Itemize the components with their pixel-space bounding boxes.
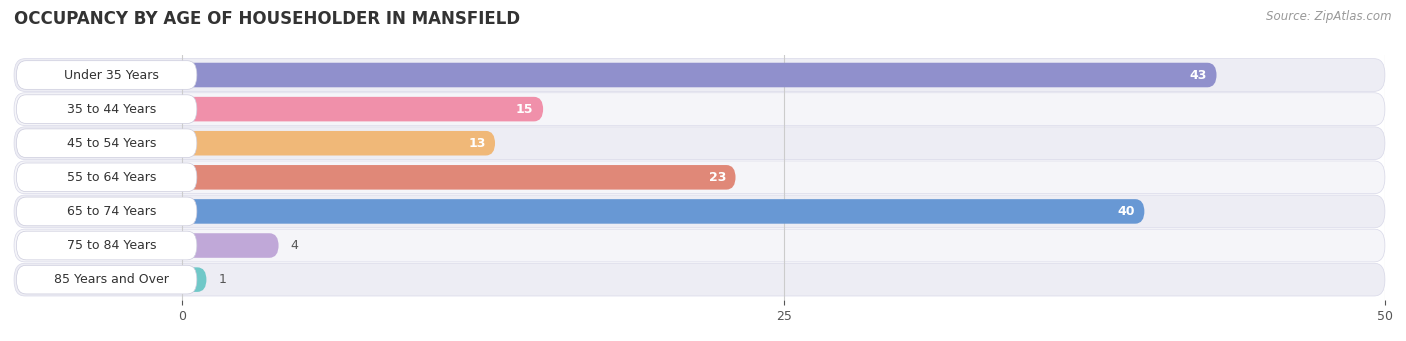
Text: 23: 23 xyxy=(709,171,725,184)
Text: 43: 43 xyxy=(1189,69,1206,81)
FancyBboxPatch shape xyxy=(14,93,1385,125)
FancyBboxPatch shape xyxy=(17,61,197,89)
FancyBboxPatch shape xyxy=(183,131,495,155)
FancyBboxPatch shape xyxy=(14,59,1385,91)
Text: 1: 1 xyxy=(218,273,226,286)
FancyBboxPatch shape xyxy=(14,229,1385,262)
FancyBboxPatch shape xyxy=(183,199,1144,224)
FancyBboxPatch shape xyxy=(17,265,197,294)
FancyBboxPatch shape xyxy=(183,97,543,121)
Text: 75 to 84 Years: 75 to 84 Years xyxy=(66,239,156,252)
FancyBboxPatch shape xyxy=(183,267,207,292)
Text: 4: 4 xyxy=(291,239,298,252)
FancyBboxPatch shape xyxy=(14,127,1385,160)
Text: 40: 40 xyxy=(1118,205,1135,218)
FancyBboxPatch shape xyxy=(183,165,735,190)
Text: 35 to 44 Years: 35 to 44 Years xyxy=(67,103,156,116)
Text: 45 to 54 Years: 45 to 54 Years xyxy=(66,137,156,150)
Text: 15: 15 xyxy=(516,103,533,116)
FancyBboxPatch shape xyxy=(17,163,197,192)
FancyBboxPatch shape xyxy=(17,129,197,158)
FancyBboxPatch shape xyxy=(183,233,278,258)
Text: 55 to 64 Years: 55 to 64 Years xyxy=(66,171,156,184)
FancyBboxPatch shape xyxy=(17,231,197,260)
Text: OCCUPANCY BY AGE OF HOUSEHOLDER IN MANSFIELD: OCCUPANCY BY AGE OF HOUSEHOLDER IN MANSF… xyxy=(14,10,520,28)
Text: Under 35 Years: Under 35 Years xyxy=(65,69,159,81)
FancyBboxPatch shape xyxy=(17,197,197,226)
Text: 13: 13 xyxy=(468,137,485,150)
Text: Source: ZipAtlas.com: Source: ZipAtlas.com xyxy=(1267,10,1392,23)
FancyBboxPatch shape xyxy=(14,195,1385,228)
Text: 65 to 74 Years: 65 to 74 Years xyxy=(66,205,156,218)
FancyBboxPatch shape xyxy=(14,161,1385,194)
FancyBboxPatch shape xyxy=(14,263,1385,296)
FancyBboxPatch shape xyxy=(17,95,197,123)
FancyBboxPatch shape xyxy=(183,63,1216,87)
Text: 85 Years and Over: 85 Years and Over xyxy=(53,273,169,286)
